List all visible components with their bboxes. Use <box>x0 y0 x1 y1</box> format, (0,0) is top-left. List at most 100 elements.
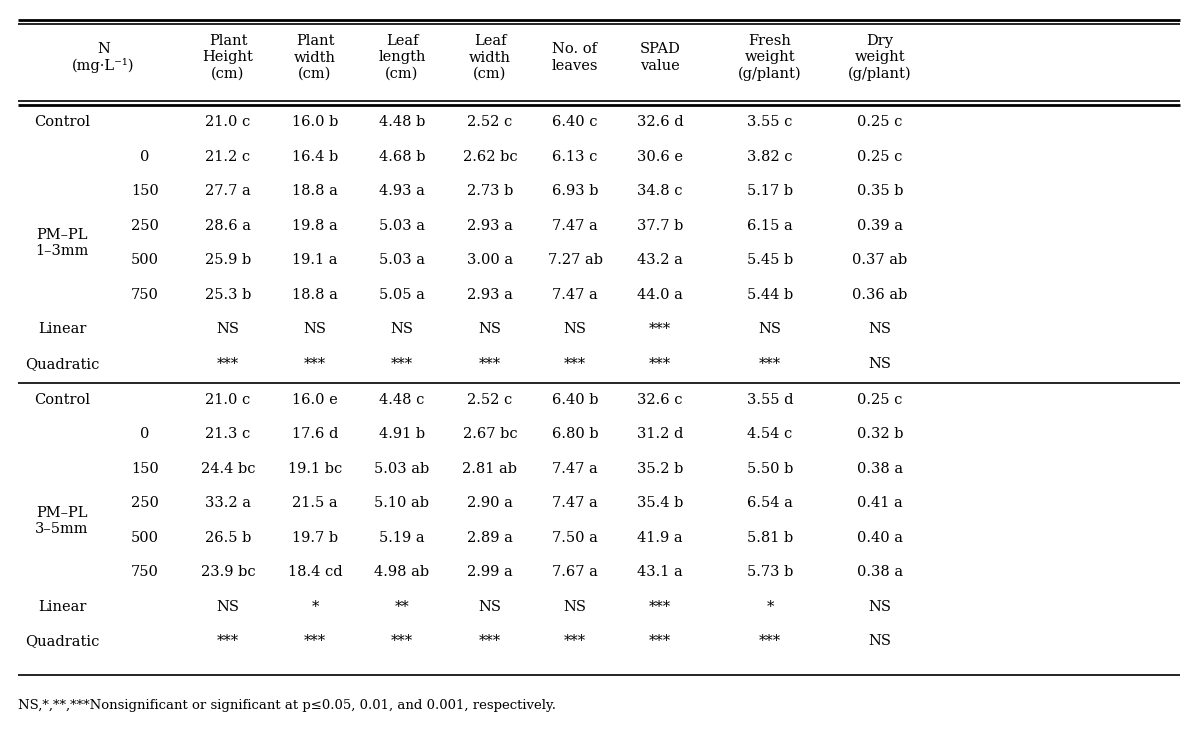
Text: 2.93 a: 2.93 a <box>467 219 513 233</box>
Text: 4.48 b: 4.48 b <box>379 115 426 129</box>
Text: 0.32 b: 0.32 b <box>857 428 904 442</box>
Text: 4.48 c: 4.48 c <box>379 393 424 407</box>
Text: ***: *** <box>648 600 671 614</box>
Text: 19.8 a: 19.8 a <box>292 219 337 233</box>
Text: Linear: Linear <box>38 600 86 614</box>
Text: SPAD
value: SPAD value <box>640 42 681 72</box>
Text: NS: NS <box>869 357 892 371</box>
Text: NS: NS <box>304 322 327 337</box>
Text: 500: 500 <box>131 253 159 267</box>
Text: 3.82 c: 3.82 c <box>747 150 793 164</box>
Text: 5.50 b: 5.50 b <box>747 462 793 476</box>
Text: 0.41 a: 0.41 a <box>857 496 902 510</box>
Text: 21.3 c: 21.3 c <box>205 428 250 442</box>
Text: 0.39 a: 0.39 a <box>857 219 904 233</box>
Text: 43.1 a: 43.1 a <box>638 566 683 580</box>
Text: 5.03 a: 5.03 a <box>379 219 426 233</box>
Text: 44.0 a: 44.0 a <box>637 288 683 301</box>
Text: Fresh
weight
(g/plant): Fresh weight (g/plant) <box>738 34 802 81</box>
Text: 35.2 b: 35.2 b <box>637 462 683 476</box>
Text: Plant
width
(cm): Plant width (cm) <box>294 34 336 81</box>
Text: 33.2 a: 33.2 a <box>205 496 252 510</box>
Text: Leaf
length
(cm): Leaf length (cm) <box>378 34 426 81</box>
Text: 7.47 a: 7.47 a <box>552 219 598 233</box>
Text: 31.2 d: 31.2 d <box>637 428 683 442</box>
Text: 2.81 ab: 2.81 ab <box>462 462 517 476</box>
Text: NS: NS <box>217 600 240 614</box>
Text: 3–5mm: 3–5mm <box>36 522 88 536</box>
Text: 150: 150 <box>131 462 159 476</box>
Text: 37.7 b: 37.7 b <box>637 219 683 233</box>
Text: 3.55 d: 3.55 d <box>746 393 793 407</box>
Text: 7.27 ab: 7.27 ab <box>547 253 602 267</box>
Text: 35.4 b: 35.4 b <box>637 496 683 510</box>
Text: 19.1 bc: 19.1 bc <box>288 462 342 476</box>
Text: 4.98 ab: 4.98 ab <box>374 566 429 580</box>
Text: ***: *** <box>479 634 501 648</box>
Text: 32.6 c: 32.6 c <box>638 393 683 407</box>
Text: NS: NS <box>869 634 892 648</box>
Text: 2.52 c: 2.52 c <box>467 393 513 407</box>
Text: NS: NS <box>564 600 586 614</box>
Text: 5.19 a: 5.19 a <box>379 531 424 545</box>
Text: 0.36 ab: 0.36 ab <box>852 288 907 301</box>
Text: 21.0 c: 21.0 c <box>205 115 250 129</box>
Text: 3.00 a: 3.00 a <box>467 253 513 267</box>
Text: 6.54 a: 6.54 a <box>747 496 793 510</box>
Text: 6.15 a: 6.15 a <box>747 219 793 233</box>
Text: 2.89 a: 2.89 a <box>467 531 513 545</box>
Text: Quadratic: Quadratic <box>25 357 99 371</box>
Text: NS: NS <box>478 600 502 614</box>
Text: NS: NS <box>869 600 892 614</box>
Text: Leaf
width
(cm): Leaf width (cm) <box>468 34 511 81</box>
Text: ***: *** <box>564 357 586 371</box>
Text: NS: NS <box>391 322 414 337</box>
Text: 18.4 cd: 18.4 cd <box>287 566 342 580</box>
Text: 2.73 b: 2.73 b <box>467 184 514 199</box>
Text: ***: *** <box>391 357 414 371</box>
Text: ***: *** <box>217 357 240 371</box>
Text: 0.37 ab: 0.37 ab <box>852 253 907 267</box>
Text: 24.4 bc: 24.4 bc <box>200 462 255 476</box>
Text: 7.67 a: 7.67 a <box>552 566 598 580</box>
Text: 0.25 c: 0.25 c <box>857 393 902 407</box>
Text: 0: 0 <box>141 428 150 442</box>
Text: 27.7 a: 27.7 a <box>205 184 250 199</box>
Text: 250: 250 <box>131 219 159 233</box>
Text: *: * <box>766 600 774 614</box>
Text: 150: 150 <box>131 184 159 199</box>
Text: 0: 0 <box>141 150 150 164</box>
Text: 2.90 a: 2.90 a <box>467 496 513 510</box>
Text: 7.47 a: 7.47 a <box>552 288 598 301</box>
Text: 21.0 c: 21.0 c <box>205 393 250 407</box>
Text: 5.03 a: 5.03 a <box>379 253 426 267</box>
Text: 5.73 b: 5.73 b <box>747 566 793 580</box>
Text: 6.13 c: 6.13 c <box>552 150 597 164</box>
Text: Linear: Linear <box>38 322 86 337</box>
Text: 17.6 d: 17.6 d <box>292 428 339 442</box>
Text: ***: *** <box>759 634 781 648</box>
Text: Plant
Height
(cm): Plant Height (cm) <box>203 34 254 81</box>
Text: 250: 250 <box>131 496 159 510</box>
Text: N
(mg·L⁻¹): N (mg·L⁻¹) <box>73 42 135 73</box>
Text: 21.5 a: 21.5 a <box>292 496 337 510</box>
Text: 4.68 b: 4.68 b <box>379 150 426 164</box>
Text: 30.6 e: 30.6 e <box>637 150 683 164</box>
Text: Dry
weight
(g/plant): Dry weight (g/plant) <box>849 34 912 81</box>
Text: 750: 750 <box>131 566 159 580</box>
Text: 4.54 c: 4.54 c <box>747 428 793 442</box>
Text: ***: *** <box>564 634 586 648</box>
Text: 34.8 c: 34.8 c <box>638 184 683 199</box>
Text: NS: NS <box>758 322 782 337</box>
Text: 16.0 e: 16.0 e <box>292 393 337 407</box>
Text: 32.6 d: 32.6 d <box>637 115 683 129</box>
Text: 19.7 b: 19.7 b <box>292 531 339 545</box>
Text: 0.38 a: 0.38 a <box>857 566 904 580</box>
Text: PM–PL: PM–PL <box>36 506 88 520</box>
Text: 26.5 b: 26.5 b <box>205 531 252 545</box>
Text: 28.6 a: 28.6 a <box>205 219 252 233</box>
Text: ***: *** <box>217 634 240 648</box>
Text: 5.45 b: 5.45 b <box>747 253 793 267</box>
Text: 7.47 a: 7.47 a <box>552 462 598 476</box>
Text: 4.91 b: 4.91 b <box>379 428 426 442</box>
